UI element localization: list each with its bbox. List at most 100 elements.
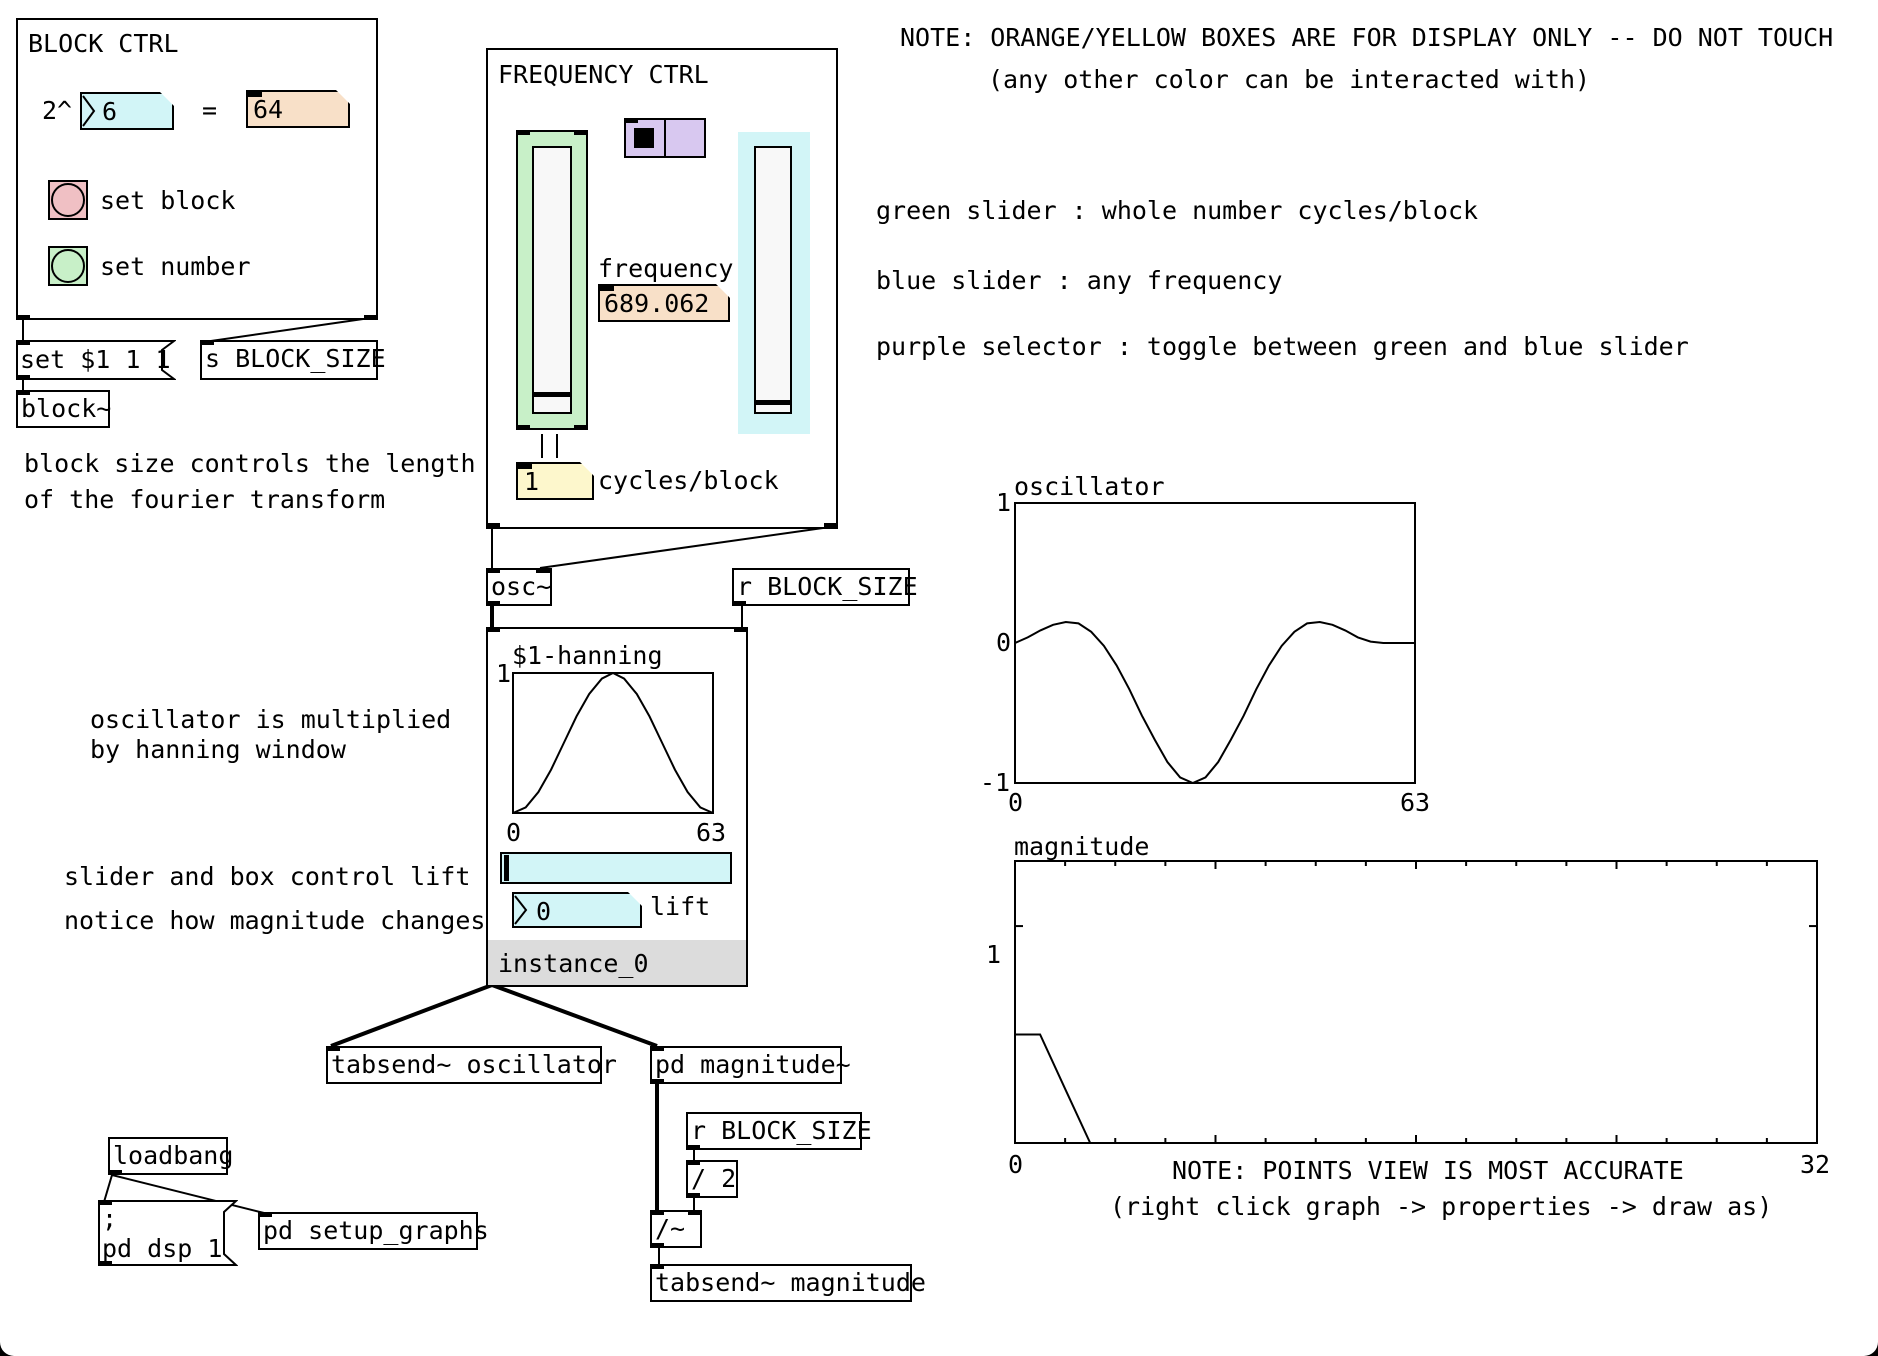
cord-loadbang-dsp — [103, 1174, 113, 1203]
oscillator-y-mid: 0 — [996, 628, 1012, 657]
set-number-bang[interactable] — [48, 246, 88, 286]
inlet — [248, 92, 262, 97]
inlet — [650, 1046, 664, 1051]
inlet — [516, 130, 530, 135]
magnitude-note1: NOTE: POINTS VIEW IS MOST ACCURATE — [1172, 1156, 1684, 1185]
lift-value: 0 — [536, 897, 552, 926]
selector-divider — [664, 118, 666, 158]
osc-note-line2: by hanning window — [90, 735, 346, 764]
divide-by-two[interactable]: / 2 — [686, 1160, 738, 1198]
inlet — [486, 568, 500, 573]
legend-purple: purple selector : toggle between green a… — [876, 332, 1689, 361]
cord-hanning-pdmag — [491, 983, 658, 1048]
green-slider-knob[interactable] — [534, 391, 570, 397]
pd-magnitude[interactable]: pd magnitude~ — [650, 1046, 851, 1084]
frequency-ctrl-title: FREQUENCY CTRL — [498, 60, 709, 89]
oscillator-y-min: -1 — [980, 768, 1011, 797]
outlet — [732, 601, 746, 606]
outlet — [574, 425, 588, 430]
outlet — [824, 523, 838, 528]
lift-slider-knob[interactable] — [504, 855, 509, 881]
hanning-x-max: 63 — [696, 818, 727, 847]
magnitude-x-min: 0 — [1008, 1150, 1024, 1179]
legend-blue: blue slider : any frequency — [876, 266, 1283, 295]
frequency-display: 689.062 — [598, 284, 730, 322]
receive-block-size-2[interactable]: r BLOCK_SIZE — [686, 1112, 872, 1150]
dsp-message-line2[interactable]: pd dsp 1 — [102, 1234, 223, 1263]
osc-note-line1: oscillator is multiplied — [90, 705, 452, 734]
inlet — [518, 464, 532, 469]
inlet — [650, 1264, 664, 1269]
inlet — [624, 118, 638, 123]
tabsend-magnitude[interactable]: tabsend~ magnitude — [650, 1264, 926, 1302]
hanning-title: $1-hanning — [512, 641, 663, 670]
magnitude-graph[interactable] — [1014, 860, 1818, 1144]
outlet — [108, 1170, 122, 1175]
magnitude-y-label: 1 — [986, 940, 1002, 969]
inlet — [98, 1200, 112, 1205]
power-prefix: 2^ — [42, 96, 73, 125]
legend-green: green slider : whole number cycles/block — [876, 196, 1479, 225]
inlet — [650, 1210, 664, 1215]
block-note-line1: block size controls the length — [24, 449, 476, 478]
instance-bar — [488, 940, 746, 985]
instance-label: instance_0 — [498, 949, 649, 978]
inlet — [536, 568, 550, 573]
oscillator-graph[interactable] — [1014, 502, 1416, 784]
pd-setup-graphs[interactable]: pd setup_graphs — [258, 1212, 489, 1250]
oscillator-x-min: 0 — [1008, 788, 1024, 817]
inlet — [326, 1046, 340, 1051]
outlet — [650, 1243, 664, 1248]
set-message[interactable]: set $1 1 1 — [20, 345, 171, 374]
lift-slider[interactable] — [500, 852, 732, 884]
inlet — [688, 1210, 702, 1215]
oscillator-x-max: 63 — [1400, 788, 1431, 817]
outlet — [516, 425, 530, 430]
inlet — [574, 130, 588, 135]
block-object[interactable]: block~ — [16, 390, 111, 428]
frequency-value: 689.062 — [604, 289, 710, 318]
set-block-bang[interactable] — [48, 180, 88, 220]
top-note-line2: (any other color can be interacted with) — [988, 65, 1591, 94]
exponent-numbox[interactable]: 6 — [80, 92, 174, 130]
inlet — [16, 390, 30, 395]
blue-slider-knob[interactable] — [756, 399, 790, 405]
outlet — [16, 315, 30, 320]
hanning-graph[interactable] — [512, 672, 714, 814]
outlet — [686, 1145, 700, 1150]
block-note-line2: of the fourier transform — [24, 485, 386, 515]
inlet — [486, 627, 500, 632]
block-ctrl-title: BLOCK CTRL — [28, 29, 179, 58]
signal-divide[interactable]: /~ — [650, 1210, 702, 1248]
inlet — [258, 1212, 272, 1217]
magnitude-title: magnitude — [1014, 832, 1150, 861]
outlet — [650, 1079, 664, 1084]
lift-numbox[interactable]: 0 — [512, 892, 642, 928]
oscillator-title: oscillator — [1014, 472, 1165, 501]
numbox-triangle-icon — [514, 895, 528, 925]
set-block-label: set block — [100, 186, 236, 215]
receive-block-size[interactable]: r BLOCK_SIZE — [732, 568, 918, 606]
lift-note: slider and box control lift notice how m… — [64, 855, 485, 943]
cord-slider-cycles — [556, 434, 558, 458]
frequency-label: frequency — [598, 254, 734, 283]
green-slider-track[interactable] — [532, 146, 572, 414]
oscillator-y-max: 1 — [996, 488, 1012, 517]
set-number-label: set number — [100, 252, 251, 281]
loadbang-object[interactable]: loadbang — [108, 1137, 233, 1175]
cord-freq-osc2 — [539, 526, 831, 569]
outlet — [16, 375, 30, 380]
outlet — [486, 601, 500, 606]
cycles-value: 1 — [524, 467, 540, 496]
blue-slider-track[interactable] — [754, 146, 792, 414]
outlet — [486, 523, 500, 528]
tabsend-oscillator[interactable]: tabsend~ oscillator — [326, 1046, 617, 1084]
dsp-message-line1[interactable]: ; — [102, 1204, 118, 1233]
lift-note-line1: slider and box control lift — [64, 862, 471, 891]
send-block-size[interactable]: s BLOCK_SIZE — [200, 340, 386, 380]
block-size-display: 64 — [246, 90, 350, 128]
inlet — [200, 340, 214, 345]
cord-slider-cycles — [541, 434, 543, 458]
osc-object[interactable]: osc~ — [486, 568, 552, 606]
